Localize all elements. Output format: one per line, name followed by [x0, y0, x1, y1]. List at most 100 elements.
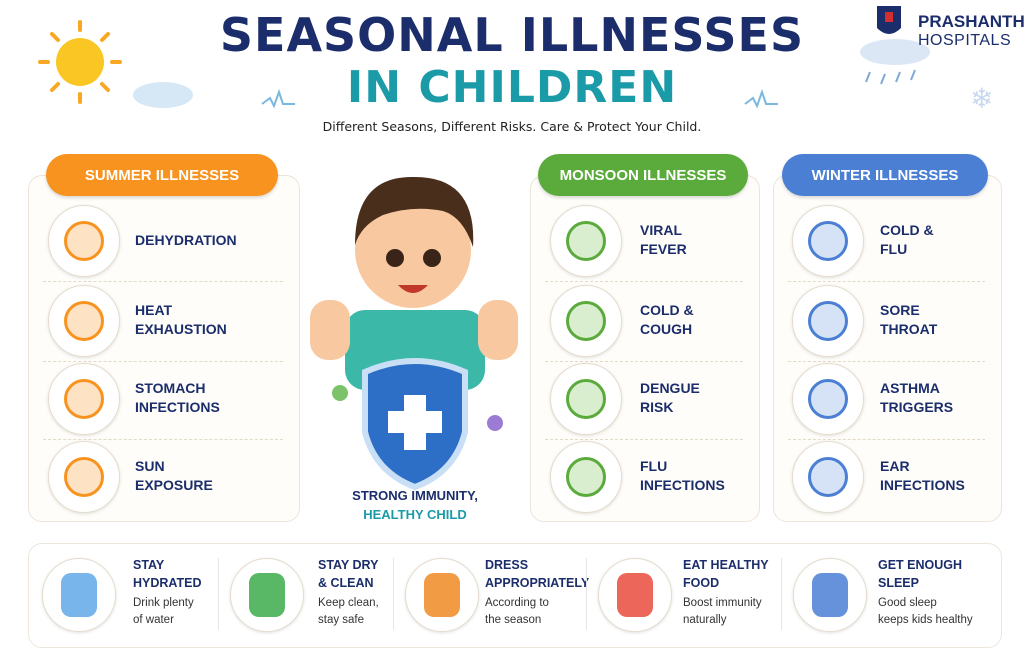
illness-label-line: EXPOSURE [135, 477, 213, 493]
icon-art [808, 301, 848, 341]
illness-icon [48, 285, 120, 357]
tip: GET ENOUGH SLEEP Good sleep keeps kids heal… [878, 556, 1003, 629]
illness-label: DENGUE RISK [640, 379, 700, 417]
illness-label-line: DEHYDRATION [135, 231, 237, 248]
icon-art [64, 301, 104, 341]
illness-label-line: FLU [640, 458, 668, 474]
icon-art [64, 379, 104, 419]
tip-text: keeps kids healthy [878, 614, 973, 626]
illness-label: COLD & FLU [880, 221, 934, 259]
icon-art [64, 221, 104, 261]
divider [393, 558, 394, 630]
tip-icon [230, 558, 304, 632]
illness-label: COLD & COUGH [640, 301, 694, 339]
illness-label-line: EAR [880, 458, 910, 474]
illness-icon [550, 363, 622, 435]
tip-text: Boost immunity [683, 597, 762, 609]
subtitle: Different Seasons, Different Risks. Care… [322, 119, 702, 134]
illness-label: EAR INFECTIONS [880, 457, 965, 495]
tip: DRESS APPROPRIATELY According to the season [485, 556, 610, 629]
illness-label-line: DENGUE [640, 380, 700, 396]
illness-label: STOMACH INFECTIONS [135, 379, 220, 417]
illness-icon [550, 441, 622, 513]
brand-name: PRASHANTH [918, 12, 1024, 31]
season-header: SUMMER ILLNESSES [46, 154, 278, 196]
illness-label: FLU INFECTIONS [640, 457, 725, 495]
illness-label-line: TRIGGERS [880, 399, 954, 415]
tip-title: STAY DRY [318, 558, 379, 572]
illness-label-line: RISK [640, 399, 674, 415]
illness-label-line: SORE [880, 302, 920, 318]
illness-icon [792, 363, 864, 435]
tip-icon [793, 558, 867, 632]
tip-title: STAY [133, 558, 165, 572]
separator [545, 439, 743, 440]
icon-art [812, 573, 848, 617]
tip: STAY DRY & CLEAN Keep clean, stay safe [318, 556, 443, 629]
sun [38, 20, 122, 104]
separator [788, 361, 985, 362]
tip-title: HYDRATED [133, 576, 202, 590]
divider [586, 558, 587, 630]
tip-title: SLEEP [878, 576, 919, 590]
tip-text: of water [133, 614, 174, 626]
center-caption: STRONG IMMUNITY, [352, 488, 478, 503]
divider [218, 558, 219, 630]
tip-icon [598, 558, 672, 632]
separator [43, 281, 283, 282]
tip-title: FOOD [683, 576, 720, 590]
illness-label-line: COLD & [880, 222, 934, 238]
icon-art [424, 573, 460, 617]
icon-art [566, 457, 606, 497]
illness-label: SUN EXPOSURE [135, 457, 213, 495]
tip-text: According to [485, 597, 549, 609]
illness-label-line: FLU [880, 241, 908, 257]
illness-icon [792, 441, 864, 513]
brand-name: HOSPITALS [918, 32, 1012, 49]
center-caption: HEALTHY CHILD [363, 507, 467, 522]
icon-art [808, 457, 848, 497]
illness-label-line: THROAT [880, 321, 938, 337]
tip-text: stay safe [318, 614, 365, 626]
illness-label-line: VIRAL [640, 222, 682, 238]
tip-title: & CLEAN [318, 576, 374, 590]
tip-title: APPROPRIATELY [485, 576, 590, 590]
illness-label-line: EXHAUSTION [135, 321, 227, 337]
tip-text: Good sleep [878, 597, 937, 609]
illness-label-line: INFECTIONS [135, 399, 220, 415]
illness-icon [48, 441, 120, 513]
season-header: MONSOON ILLNESSES [538, 154, 748, 196]
title: SEASONAL ILLNESSES [219, 8, 805, 62]
separator [43, 439, 283, 440]
tip-title: GET ENOUGH [878, 558, 963, 572]
illness-label-line: STOMACH [135, 380, 206, 396]
illness-icon [550, 285, 622, 357]
illness-label-line: INFECTIONS [880, 477, 965, 493]
illness-icon [550, 205, 622, 277]
illness-label-line: HEAT [135, 302, 173, 318]
illness-icon [48, 205, 120, 277]
separator [788, 281, 985, 282]
separator [545, 281, 743, 282]
tip-text: the season [485, 614, 542, 626]
illness-label: VIRAL FEVER [640, 221, 687, 259]
icon-art [808, 379, 848, 419]
separator [788, 439, 985, 440]
icon-art [64, 457, 104, 497]
icon-art [617, 573, 653, 617]
tip-title: EAT HEALTHY [683, 558, 769, 572]
tip-icon [42, 558, 116, 632]
illness-label-line: SUN [135, 458, 165, 474]
logo: ❄ [860, 6, 993, 115]
tip: EAT HEALTHY FOOD Boost immunity naturally [683, 556, 808, 629]
illness-label-line: COLD & [640, 302, 694, 318]
heartbeat [744, 88, 778, 109]
tip: STAY HYDRATED Drink plenty of water [133, 556, 258, 629]
tip-title: DRESS [485, 558, 529, 572]
separator [43, 361, 283, 362]
divider [781, 558, 782, 630]
svg-text:❄: ❄ [970, 82, 993, 115]
illness-icon [48, 363, 120, 435]
